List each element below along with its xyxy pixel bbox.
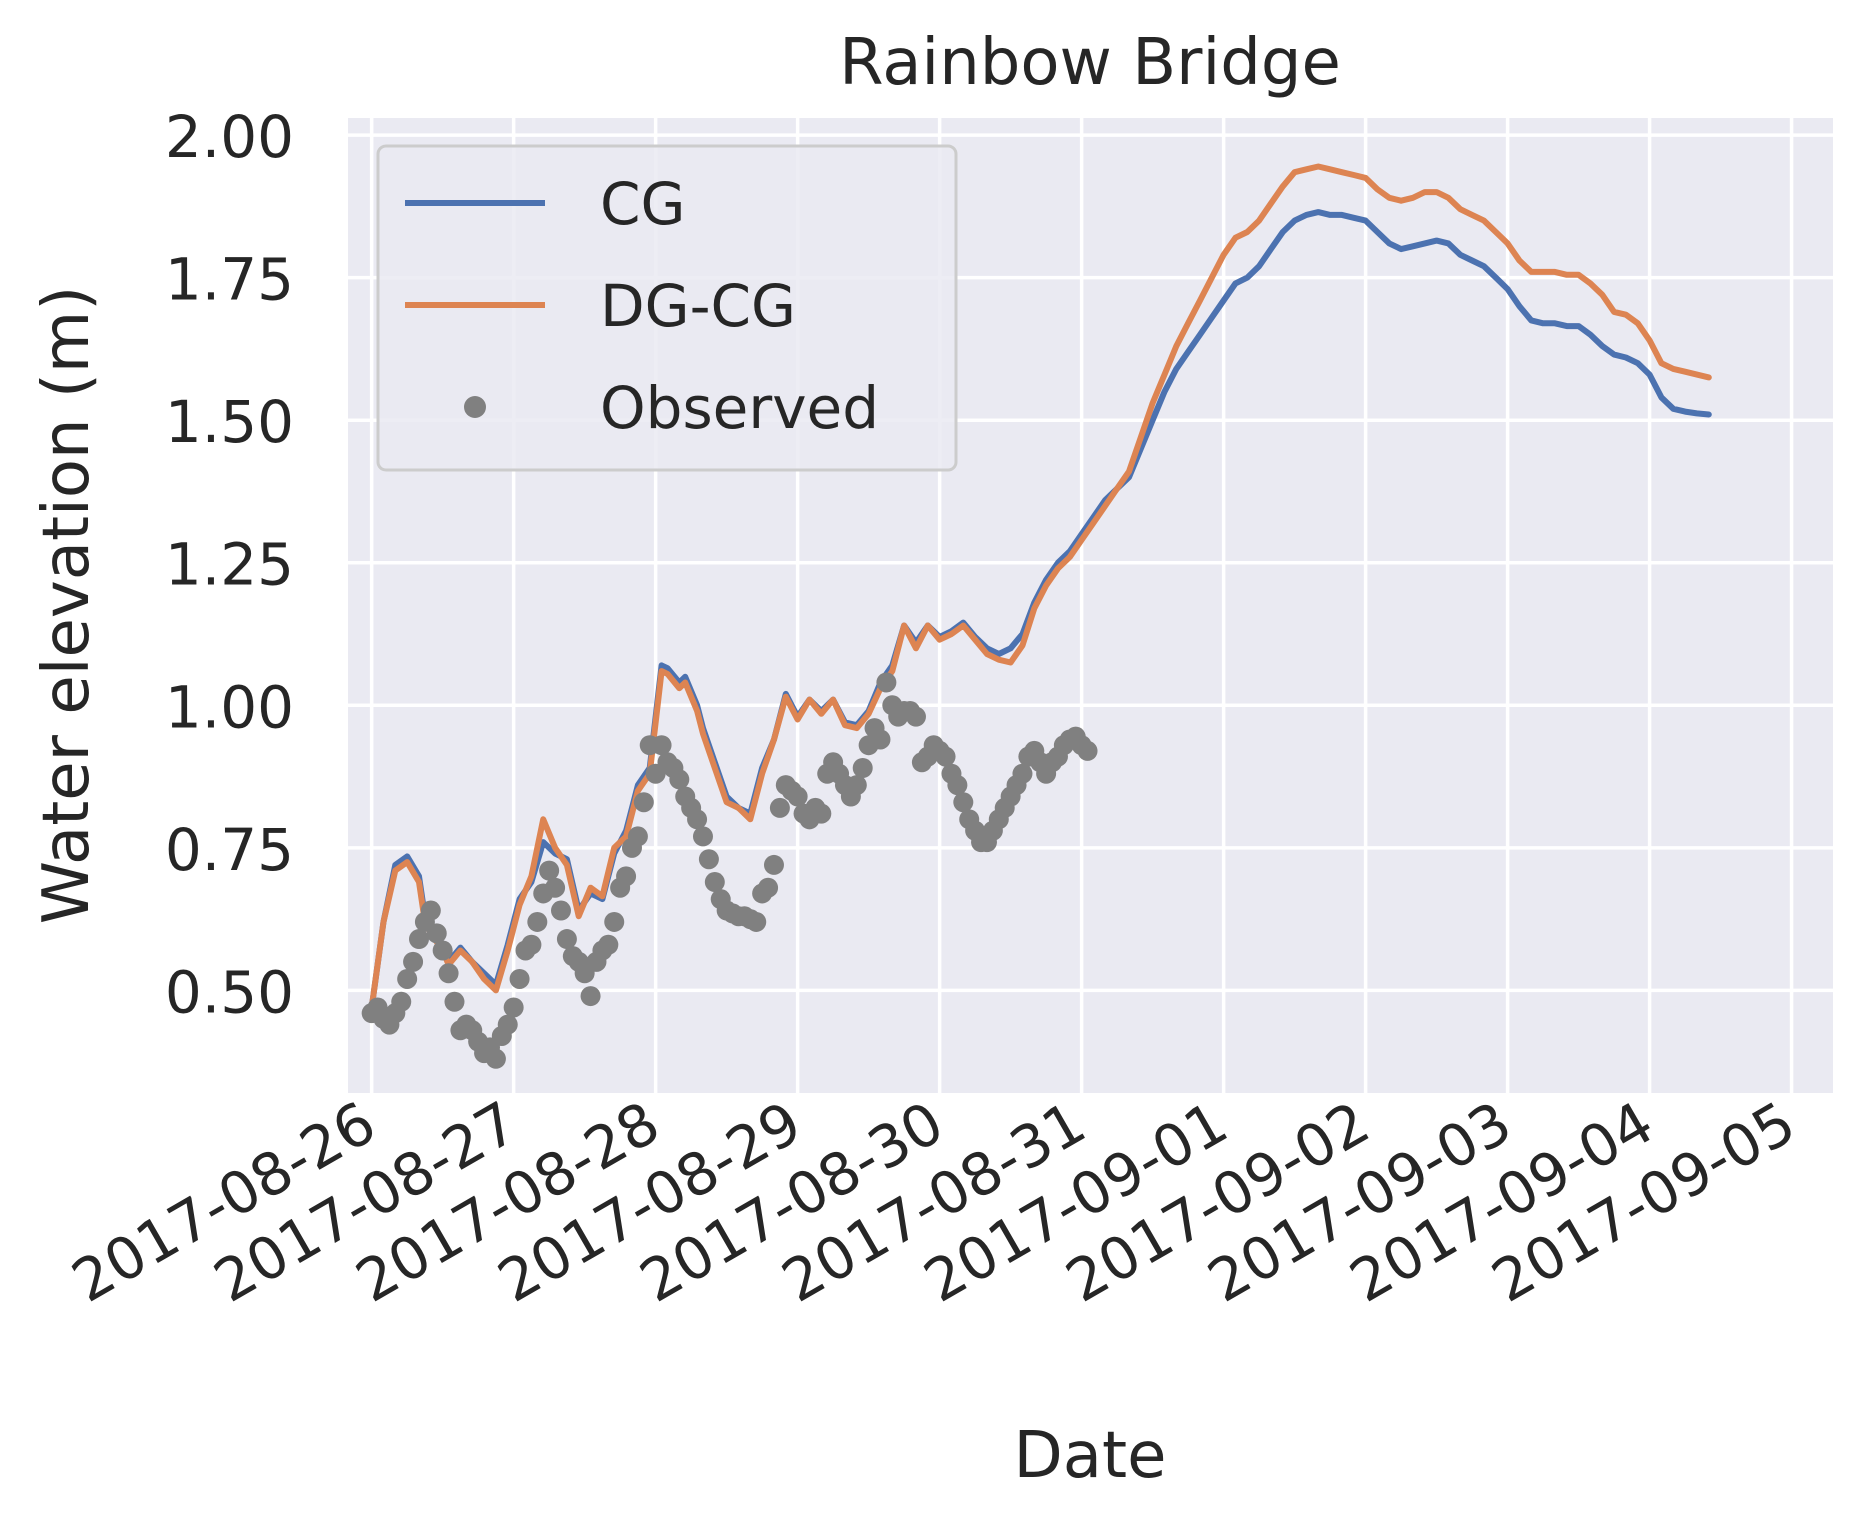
observed-point [503, 997, 524, 1018]
observed-point [876, 672, 897, 693]
series-line-dg-cg [368, 163, 1712, 1011]
observed-point [905, 706, 926, 727]
observed-point [704, 872, 725, 893]
observed-point [746, 911, 767, 932]
observed-point [521, 934, 542, 955]
observed-point [397, 968, 418, 989]
y-tick-label: 0.75 [165, 816, 294, 884]
observed-point [669, 769, 690, 790]
observed-point [687, 809, 708, 830]
observed-point [698, 849, 719, 870]
x-axis-label: Date [1014, 1419, 1167, 1493]
observed-point [763, 854, 784, 875]
observed-point [953, 792, 974, 813]
observed-point [432, 940, 453, 961]
legend-label-observed: Observed [600, 374, 879, 442]
observed-point [556, 929, 577, 950]
observed-point [509, 968, 530, 989]
observed-point [627, 826, 648, 847]
observed-point [438, 963, 459, 984]
y-tick-label: 2.00 [165, 103, 294, 171]
y-axis-label: Water elevation (m) [30, 286, 104, 924]
observed-point [527, 911, 548, 932]
observed-point [403, 951, 424, 972]
y-tick-label: 1.00 [165, 673, 294, 741]
observed-point [545, 877, 566, 898]
y-tick-label: 1.50 [165, 388, 294, 456]
observed-point [550, 900, 571, 921]
observed-point [651, 735, 672, 756]
legend: CG DG-CG Observed [376, 144, 958, 472]
observed-point [497, 1014, 518, 1035]
legend-swatch-observed [464, 396, 486, 418]
legend-label-cg: CG [600, 170, 685, 238]
x-axis-ticks: 2017-08-262017-08-272017-08-282017-08-29… [61, 1088, 1807, 1315]
observed-point [846, 775, 867, 796]
observed-point [633, 792, 654, 813]
observed-point [391, 991, 412, 1012]
y-tick-label: 1.75 [165, 246, 294, 314]
legend-label-dg-cg: DG-CG [600, 272, 796, 340]
observed-point [420, 900, 441, 921]
observed-point [692, 826, 713, 847]
observed-point [616, 866, 637, 887]
y-axis-ticks: 0.50 0.75 1.00 1.25 1.50 1.75 2.00 [165, 103, 294, 1026]
legend-frame [376, 144, 958, 472]
observed-point [811, 803, 832, 824]
observed-point [787, 786, 808, 807]
y-tick-label: 1.25 [165, 531, 294, 599]
observed-point [769, 797, 790, 818]
series-layer [361, 163, 1712, 1069]
observed-point [947, 775, 968, 796]
observed-point [426, 923, 447, 944]
observed-point [1077, 740, 1098, 761]
observed-point [580, 986, 601, 1007]
observed-point [408, 929, 429, 950]
observed-point [598, 934, 619, 955]
y-tick-label: 0.50 [165, 958, 294, 1026]
observed-point [1012, 763, 1033, 784]
observed-point [870, 729, 891, 750]
observed-point [485, 1048, 506, 1069]
chart-title: Rainbow Bridge [839, 26, 1341, 100]
observed-point [852, 758, 873, 778]
observed-point [444, 991, 465, 1012]
series-observed-points [361, 672, 1098, 1069]
observed-point [539, 860, 560, 881]
observed-point [604, 911, 625, 932]
observed-point [935, 746, 956, 767]
observed-point [758, 877, 779, 898]
